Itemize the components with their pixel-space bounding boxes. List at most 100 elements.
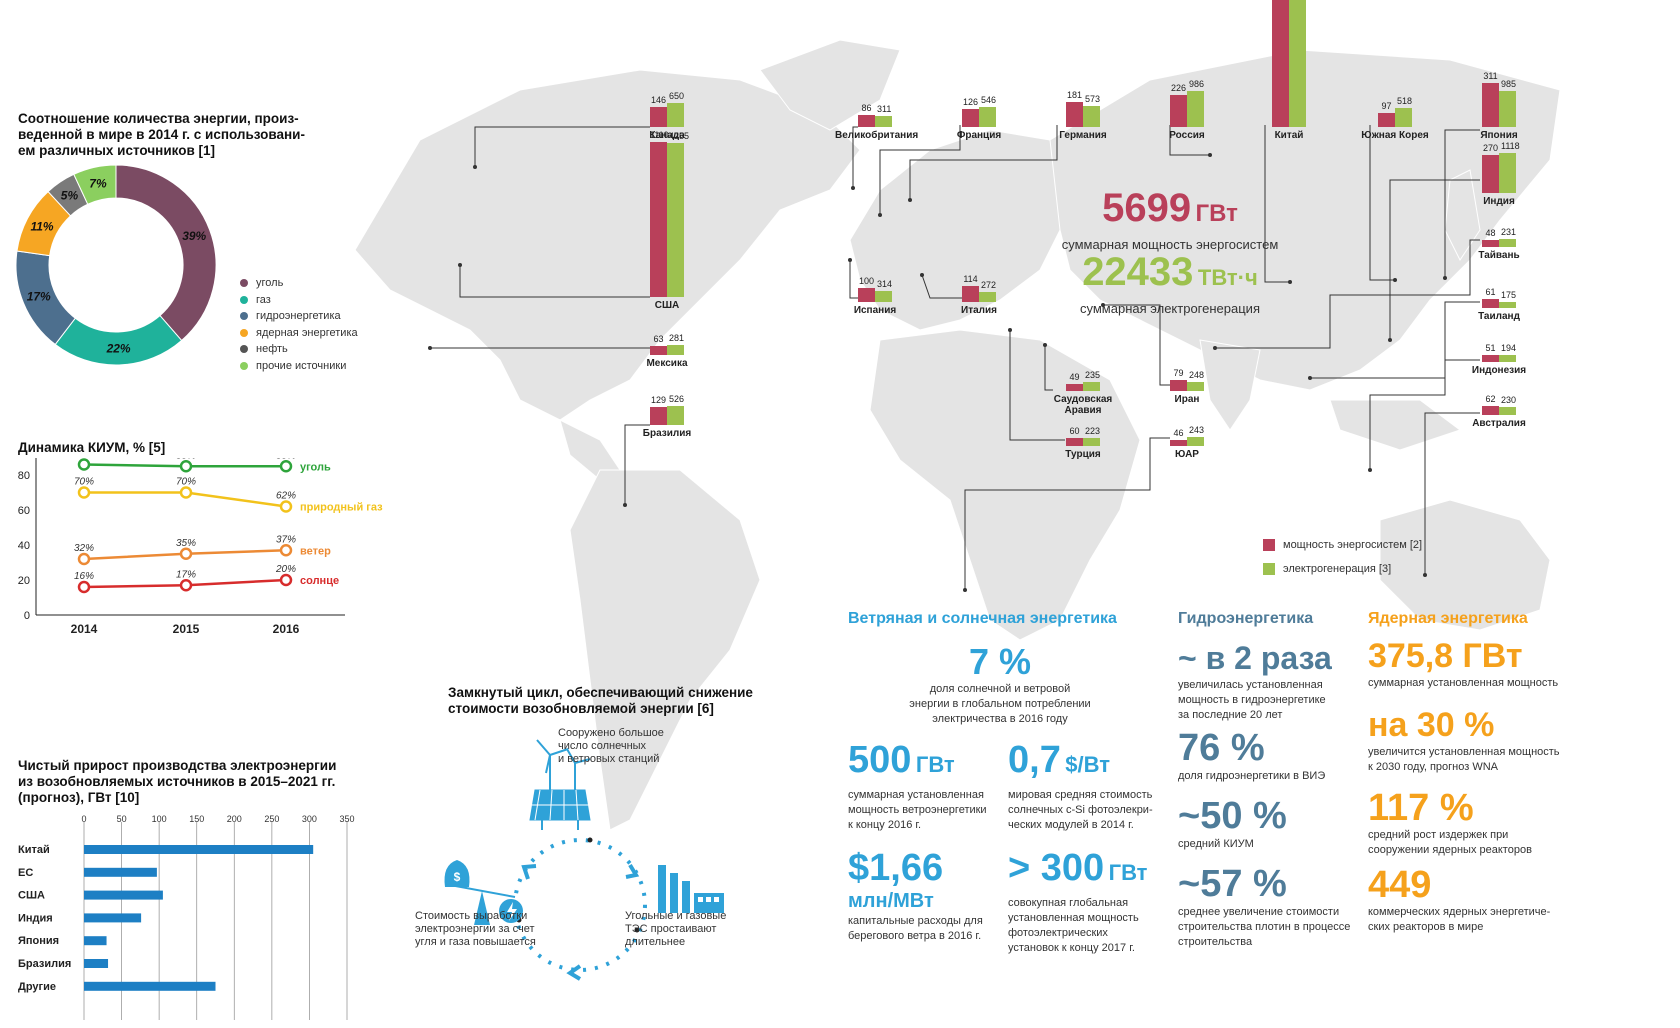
value-gen-11: 1118 [1501, 140, 1520, 151]
value-power-1: 1110 [650, 129, 669, 140]
nuclear-stat2: на 30 % увеличится установленная мощност… [1368, 706, 1560, 773]
growth-xtick: 50 [117, 814, 127, 824]
value-power-6: 181 [1066, 89, 1083, 100]
kium-point [179, 579, 193, 592]
nuclear-stat4: 449 коммерческих ядерных энергетиче- ски… [1368, 864, 1551, 933]
ws-stat5: > 300 ГВт совокупная глобальная установл… [1008, 847, 1148, 954]
bar-gen-8 [1289, 0, 1306, 127]
value-power-13: 100 [858, 276, 875, 286]
growth-xtick: 200 [227, 814, 242, 824]
cycle-title: Замкнутый цикл, обеспечивающий снижение … [448, 685, 753, 716]
bar-gen-20 [1187, 437, 1204, 446]
bar-gen-5 [979, 107, 996, 127]
map-legend: мощность энергосистем [2] электрогенерац… [1263, 533, 1422, 581]
kium-point [179, 486, 193, 499]
kium-point [179, 547, 193, 560]
ws-stat3: 0,7 $/Вт мировая средняя стоимость солне… [1008, 739, 1153, 831]
value-power-19: 60 [1069, 425, 1080, 436]
legend-power-swatch [1263, 539, 1275, 551]
value-power-16: 51 [1485, 342, 1496, 353]
legend-gen-swatch [1263, 563, 1275, 575]
bar-power-21 [1482, 406, 1499, 415]
country-name-17: Саудовская Аравия [1053, 394, 1113, 416]
bar-gen-9 [1395, 108, 1412, 127]
value-power-9: 97 [1381, 101, 1392, 112]
bar-gen-16 [1499, 354, 1516, 362]
value-power-20: 46 [1173, 427, 1184, 438]
bar-power-8 [1272, 0, 1289, 127]
kium-series-name: ветер [300, 545, 331, 557]
bar-power-17 [1066, 384, 1083, 391]
legend-item-nuclear: ядерная энергетика [240, 325, 358, 342]
country-name-14: Италия [961, 305, 997, 316]
growth-xtick: 150 [189, 814, 204, 824]
value-gen-4: 311 [877, 103, 892, 114]
kium-ytick: 80 [18, 470, 30, 482]
bar-gen-15 [1499, 301, 1516, 308]
country-name-6: Германия [1059, 130, 1107, 141]
kium-value-label: 86% [74, 458, 94, 460]
kium-series-name: солнце [300, 575, 339, 587]
bar-power-0 [650, 106, 667, 127]
value-gen-21: 230 [1501, 394, 1517, 405]
legend-gen-label: электрогенерация [3] [1283, 563, 1392, 575]
growth-bar [84, 890, 163, 900]
growth-bar [84, 936, 107, 946]
donut-label-coal: 39% [182, 229, 206, 243]
kium-line-chart: 02040608010020142015201686%85%85%уголь70… [18, 458, 383, 636]
donut-slice-other [73, 164, 117, 205]
bar-power-4 [858, 114, 875, 127]
bar-gen-19 [1083, 437, 1100, 446]
nuclear-stat1: 375,8 ГВт суммарная установленная мощнос… [1368, 637, 1559, 689]
hydro-stat2: 76 % доля гидроэнергетики в ВИЭ [1178, 727, 1326, 782]
donut-label-oil: 5% [61, 189, 79, 203]
value-power-21: 62 [1485, 394, 1496, 405]
value-gen-16: 194 [1501, 342, 1517, 353]
bar-gen-2 [667, 344, 684, 355]
country-name-15: Таиланд [1478, 311, 1520, 322]
cycle-step2: Угольные и газовые ТЭС простаивают длите… [625, 910, 727, 948]
kium-value-label: 20% [275, 564, 296, 575]
country-name-13: Испания [853, 305, 897, 316]
kium-xtick: 2016 [273, 622, 300, 636]
total-gen-label: суммарная электрогенерация [1080, 301, 1260, 316]
legend-item-hydro: гидроэнергетика [240, 308, 358, 325]
growth-bar [84, 959, 109, 968]
growth-category-label: Бразилия [18, 958, 71, 970]
value-gen-15: 175 [1501, 289, 1517, 300]
country-name-9: Южная Корея [1361, 130, 1429, 141]
country-name-8: Китай [1274, 130, 1304, 141]
country-name-3: Бразилия [642, 428, 692, 439]
donut-label-gas: 22% [106, 341, 131, 355]
bar-power-1 [650, 141, 667, 297]
donut-legend: уголь газ гидроэнергетика ядерная энерге… [240, 275, 358, 374]
country-name-2: Мексика [646, 358, 688, 369]
kium-point [77, 552, 91, 566]
legend-dot-nuclear [240, 328, 248, 337]
bar-gen-17 [1083, 382, 1100, 391]
country-name-7: Россия [1169, 130, 1205, 141]
wind-solar-title: Ветряная и солнечная энергетика [848, 610, 1117, 627]
value-power-17: 49 [1069, 372, 1080, 383]
growth-bar [84, 981, 216, 991]
growth-xtick: 0 [81, 814, 86, 824]
hydro-title: Гидроэнергетика [1178, 610, 1314, 627]
kium-point [279, 500, 293, 513]
value-gen-12: 231 [1501, 226, 1517, 237]
legend-dot-coal [240, 279, 248, 288]
legend-item-gas: газ [240, 292, 358, 309]
bar-gen-18 [1187, 382, 1204, 391]
kium-value-label: 35% [176, 538, 196, 549]
growth-bar-chart: 0 50 100 150 200 250 300 350 Китай ЕС США Индия Япон… [18, 814, 355, 1020]
value-gen-6: 573 [1085, 94, 1101, 105]
kium-point [77, 458, 91, 471]
growth-category-label: США [18, 890, 45, 902]
kium-value-label: 85% [176, 458, 196, 461]
hydro-stat4: ~57 % среднее увеличение стоимости строи… [1178, 863, 1351, 948]
cycle-step1: Сооружено большое число солнечных и ветр… [558, 727, 664, 765]
growth-category-label: Индия [18, 912, 53, 924]
bar-gen-13 [875, 290, 892, 302]
kium-xtick: 2014 [71, 622, 98, 636]
kium-series-name: уголь [300, 461, 331, 473]
